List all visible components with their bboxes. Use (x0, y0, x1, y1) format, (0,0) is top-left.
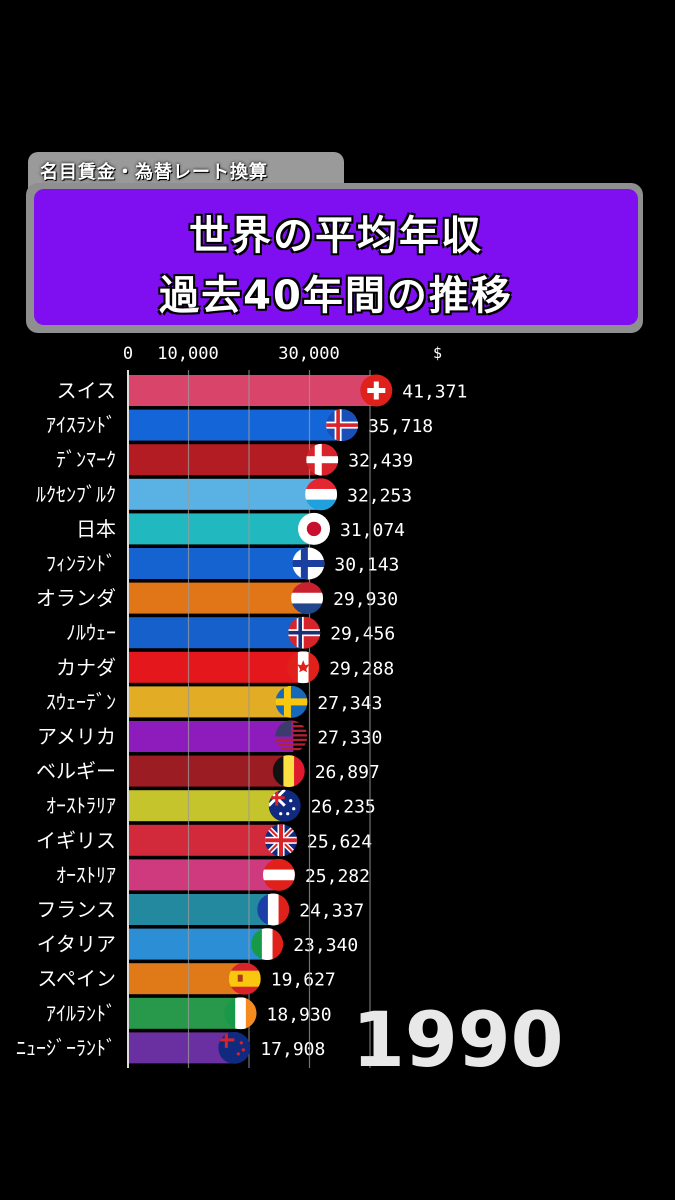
title-line-1: 世界の平均年収 (189, 213, 483, 259)
value-label: 27,330 (317, 728, 382, 749)
bar (128, 375, 379, 406)
value-label: 18,930 (267, 1004, 332, 1025)
category-label: イタリア (37, 932, 116, 956)
category-label: イギリス (36, 828, 116, 852)
value-label: 29,456 (330, 624, 395, 645)
title-box (34, 189, 638, 325)
uk-flag-icon (265, 824, 298, 857)
category-label: ﾙｸｾﾝﾌﾞﾙｸ (36, 482, 116, 506)
luxembourg-flag-icon (305, 478, 338, 511)
bar (128, 928, 270, 960)
france-flag-icon (257, 893, 290, 926)
ireland-flag-icon (224, 997, 257, 1030)
value-label: 25,624 (307, 831, 372, 852)
value-label: 32,253 (347, 485, 412, 506)
value-label: 23,340 (293, 935, 358, 956)
value-label: 41,371 (402, 382, 467, 403)
value-label: 35,718 (368, 416, 433, 437)
value-label: 17,908 (260, 1039, 325, 1060)
category-label: フランス (36, 898, 116, 922)
unit-label: $ (433, 344, 443, 362)
bar (128, 790, 287, 822)
bar-chart: スイス 41,371 ｱｲｽﾗﾝﾄﾞ 35,718 ﾃﾞﾝﾏｰｸ 32,439 ﾙｸｾﾝﾌﾞ… (16, 370, 467, 1068)
japan-flag-icon (297, 512, 330, 545)
netherlands-flag-icon (291, 582, 324, 615)
belgium-flag-icon (272, 755, 305, 788)
bar (128, 686, 294, 718)
value-label: 19,627 (271, 970, 336, 991)
subtitle: 名目賃金・為替レート換算 (40, 162, 268, 183)
bar (128, 651, 306, 683)
bar (128, 997, 243, 1029)
value-label: 26,897 (315, 762, 380, 783)
value-label: 29,288 (329, 658, 394, 679)
category-label: ﾌｨﾝﾗﾝﾄﾞ (46, 552, 116, 576)
category-label: ﾃﾞﾝﾏｰｸ (56, 448, 116, 472)
bar (128, 617, 307, 649)
bar (128, 755, 291, 787)
bar (128, 1032, 237, 1064)
category-label: ｽｳｪｰﾃﾞﾝ (46, 690, 116, 714)
iceland-flag-icon (326, 409, 359, 442)
category-label: スペイン (37, 967, 116, 991)
category-label: スイス (57, 379, 116, 403)
austria-flag-icon (262, 858, 295, 891)
value-label: 26,235 (311, 797, 376, 818)
category-label: ベルギー (36, 759, 116, 783)
category-label: 日本 (76, 517, 116, 541)
swiss-flag-icon (360, 374, 393, 407)
bar (128, 478, 324, 510)
norway-flag-icon (288, 616, 321, 649)
title-line-2: 過去40年間の推移 (159, 273, 513, 319)
value-label: 27,343 (317, 693, 382, 714)
italy-flag-icon (251, 928, 284, 961)
category-label: オランダ (36, 586, 116, 610)
year-label: 1990 (352, 995, 564, 1084)
bar (128, 894, 276, 925)
bar (128, 409, 345, 441)
category-label: ﾉﾙｳｪｰ (66, 621, 116, 645)
denmark-flag-icon (306, 443, 339, 476)
sweden-flag-icon (275, 685, 308, 718)
category-label: アメリカ (37, 725, 116, 749)
category-label: ｵｰｽﾄﾗﾘｱ (46, 794, 116, 818)
finland-flag-icon (292, 547, 325, 580)
category-label: ｱｲﾙﾗﾝﾄﾞ (46, 1001, 116, 1025)
bar (128, 824, 284, 856)
category-label: ｵｰｽﾄﾘｱ (56, 863, 116, 887)
bar (128, 513, 316, 545)
bar (128, 548, 311, 579)
x-tick-30000: 30,000 (278, 344, 340, 364)
value-label: 32,439 (348, 451, 413, 472)
australia-flag-icon (268, 789, 301, 822)
category-label: ﾆｭｰｼﾞｰﾗﾝﾄﾞ (16, 1036, 116, 1060)
value-label: 24,337 (299, 901, 364, 922)
category-label: ｱｲｽﾗﾝﾄﾞ (46, 413, 116, 437)
category-label: カナダ (56, 655, 116, 679)
value-label: 30,143 (334, 555, 399, 576)
value-label: 29,930 (333, 589, 398, 610)
bar (128, 721, 294, 752)
value-label: 25,282 (305, 866, 370, 887)
x-tick-0: 0 (122, 344, 134, 364)
canada-flag-icon (287, 651, 320, 684)
subtitle-tab (28, 152, 344, 188)
x-tick-10000: 10,000 (157, 344, 219, 364)
value-label: 31,074 (340, 520, 405, 541)
bar (128, 963, 247, 995)
bar (128, 582, 310, 614)
bar (128, 859, 281, 891)
bar (128, 444, 325, 476)
spain-flag-icon (228, 962, 261, 995)
new-zealand-flag-icon (218, 1031, 251, 1064)
